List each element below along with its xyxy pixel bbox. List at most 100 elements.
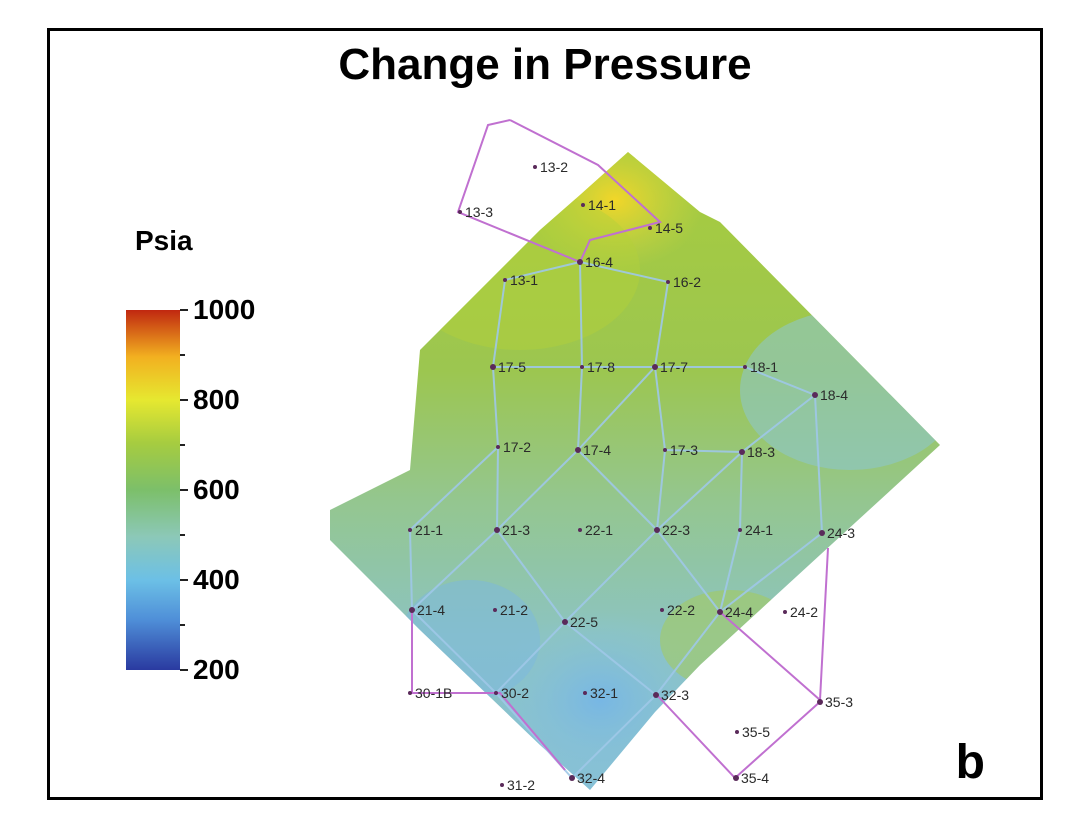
well-13-2: 13-2 [533, 159, 568, 175]
well-label: 21-4 [417, 602, 445, 618]
well-marker [496, 445, 500, 449]
well-label: 18-3 [747, 444, 775, 460]
well-16-4: 16-4 [577, 254, 613, 270]
colorbar-tick-label: 1000 [193, 294, 256, 325]
well-label: 35-5 [742, 724, 770, 740]
well-connection [496, 446, 499, 531]
well-22-1: 22-1 [578, 522, 613, 538]
well-32-3: 32-3 [653, 687, 689, 703]
well-connection [564, 621, 657, 696]
colorbar-tick [180, 669, 188, 671]
well-marker [408, 528, 412, 532]
well-connection [577, 366, 583, 451]
well-label: 24-3 [827, 525, 855, 541]
well-17-8: 17-8 [580, 359, 615, 375]
well-label: 14-1 [588, 197, 616, 213]
well-35-3: 35-3 [817, 694, 853, 710]
well-18-3: 18-3 [739, 444, 775, 460]
well-connection [744, 366, 816, 396]
well-connection [492, 366, 499, 448]
well-label: 31-2 [507, 777, 535, 793]
well-label: 24-4 [725, 604, 753, 620]
well-marker [494, 691, 498, 695]
well-marker [738, 528, 742, 532]
well-connection [411, 609, 497, 694]
well-label: 35-4 [741, 770, 769, 786]
colorbar-tick-label: 800 [193, 384, 240, 415]
chart-title: Change in Pressure [338, 40, 752, 89]
well-label: 24-1 [745, 522, 773, 538]
lease-boundary-south [411, 610, 566, 771]
well-label: 32-4 [577, 770, 605, 786]
well-21-3: 21-3 [494, 522, 530, 538]
well-connection [411, 529, 498, 611]
well-22-2: 22-2 [660, 602, 695, 618]
well-connection [739, 451, 743, 531]
well-marker [733, 775, 739, 781]
well-label: 18-1 [750, 359, 778, 375]
colorbar-minor-tick [180, 444, 185, 446]
colorbar-tick-label: 400 [193, 564, 240, 595]
well-connection [496, 449, 579, 531]
well-marker [577, 259, 583, 265]
well-label: 13-3 [465, 204, 493, 220]
well-marker [580, 365, 584, 369]
well-marker [500, 783, 504, 787]
well-connection [571, 694, 657, 779]
well-connection [654, 281, 669, 368]
well-17-3: 17-3 [663, 442, 698, 458]
well-marker [739, 449, 745, 455]
well-35-4: 35-4 [733, 770, 769, 786]
well-marker [812, 392, 818, 398]
well-label: 18-4 [820, 387, 848, 403]
well-connection [664, 449, 743, 453]
well-label: 21-2 [500, 602, 528, 618]
well-label: 30-1B [415, 685, 452, 701]
well-connection [577, 449, 658, 531]
well-13-1: 13-1 [503, 272, 538, 288]
well-connection [656, 529, 721, 613]
well-connection [492, 279, 506, 368]
well-label: 32-3 [661, 687, 689, 703]
well-17-2: 17-2 [496, 439, 531, 455]
well-connection [656, 451, 743, 531]
well-35-5: 35-5 [735, 724, 770, 740]
well-label: 17-7 [660, 359, 688, 375]
well-marker [562, 619, 568, 625]
grid-lines [409, 261, 823, 779]
well-24-2: 24-2 [783, 604, 818, 620]
well-label: 17-3 [670, 442, 698, 458]
well-connection [719, 529, 741, 613]
well-21-4: 21-4 [409, 602, 445, 618]
well-18-1: 18-1 [743, 359, 778, 375]
colorbar-tick [180, 399, 188, 401]
well-marker [648, 226, 652, 230]
well-markers: 13-2 13-3 14-1 14-5 16-4 13-1 16-2 17-5 17-8 17-7… [408, 159, 855, 793]
well-label: 14-5 [655, 220, 683, 236]
well-label: 16-2 [673, 274, 701, 290]
well-connection [504, 261, 581, 281]
well-marker [663, 448, 667, 452]
well-label: 22-3 [662, 522, 690, 538]
well-label: 22-5 [570, 614, 598, 630]
well-label: 24-2 [790, 604, 818, 620]
colorbar-minor-tick [180, 624, 185, 626]
colorbar-unit-label: Psia [135, 225, 193, 256]
well-marker [533, 165, 537, 169]
well-marker [666, 280, 670, 284]
well-marker [458, 210, 462, 214]
colorbar-minor-tick [180, 534, 185, 536]
well-marker [717, 609, 723, 615]
well-label: 17-4 [583, 442, 611, 458]
well-label: 21-3 [502, 522, 530, 538]
colorbar-tick [180, 309, 188, 311]
well-marker [819, 530, 825, 536]
well-32-4: 32-4 [569, 770, 605, 786]
well-marker [575, 447, 581, 453]
well-14-5: 14-5 [648, 220, 683, 236]
well-21-2: 21-2 [493, 602, 528, 618]
well-marker [660, 608, 664, 612]
well-connection [409, 446, 499, 531]
well-label: 22-1 [585, 522, 613, 538]
well-label: 21-1 [415, 522, 443, 538]
